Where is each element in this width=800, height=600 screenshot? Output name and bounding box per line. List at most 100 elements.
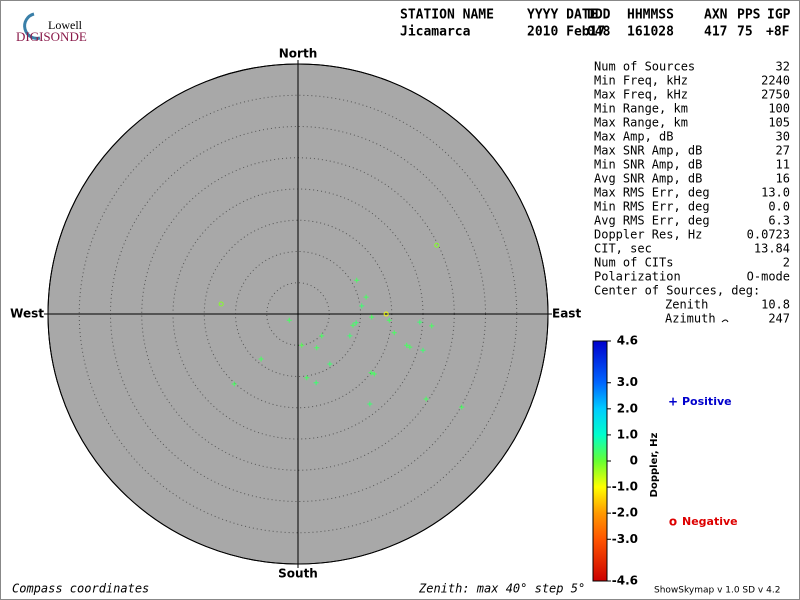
stat-value: 16 <box>776 172 790 186</box>
legend-label: Positive <box>682 395 732 408</box>
stat-label: Max Amp, dB <box>594 130 673 144</box>
stat-value: 27 <box>776 144 790 158</box>
source-point <box>420 347 426 353</box>
stat-label: Min RMS Err, deg <box>594 200 710 214</box>
center-title: Center of Sources, deg: <box>594 284 760 298</box>
stat-value: O-mode <box>747 270 790 284</box>
stat-label: Max Range, km <box>594 116 688 130</box>
stat-label: Avg SNR Amp, dB <box>594 172 702 186</box>
source-point <box>327 361 333 367</box>
source-point <box>299 342 305 348</box>
source-point <box>218 301 224 307</box>
source-point <box>347 333 353 339</box>
legend-symbol: + <box>668 395 678 409</box>
stat-label: Doppler Res, Hz <box>594 228 702 242</box>
source-point <box>391 330 397 336</box>
stat-label: Max SNR Amp, dB <box>594 144 702 158</box>
stat-label: Max RMS Err, deg <box>594 186 710 200</box>
source-point <box>383 311 389 317</box>
source-point <box>407 344 413 350</box>
source-point <box>371 371 377 377</box>
source-point <box>363 294 369 300</box>
header-value: 75 <box>737 25 753 40</box>
colorbar-tick-label: 1.0 <box>617 427 638 441</box>
stat-value: 100 <box>768 102 790 116</box>
colorbar <box>592 340 608 582</box>
stat-label: Min Range, km <box>594 102 688 116</box>
legend-symbol: o <box>669 515 677 529</box>
source-point <box>353 320 359 326</box>
stat-label: Min Freq, kHz <box>594 74 688 88</box>
stat-value: 0.0 <box>768 200 790 214</box>
azimuth-icon <box>721 319 729 323</box>
source-point <box>369 314 375 320</box>
header-value: 048 <box>587 25 611 40</box>
source-point <box>231 381 237 387</box>
stat-value: 2 <box>783 256 790 270</box>
stat-value: 105 <box>768 116 790 130</box>
stat-label: CIT, sec <box>594 242 652 256</box>
ring <box>434 242 440 248</box>
header-label: IGP <box>767 8 791 23</box>
stat-value: 0.0723 <box>747 228 790 242</box>
source-point <box>258 356 264 362</box>
source-point <box>304 375 310 381</box>
header-label: YYYY DATE <box>527 8 597 23</box>
header-value: Jicamarca <box>400 25 471 40</box>
footer-right: ShowSkymap v 1.0 SD v 4.2 <box>654 586 780 596</box>
source-point <box>429 323 435 329</box>
source-point <box>354 277 360 283</box>
source-point <box>368 370 374 376</box>
header-label: DDD <box>587 8 611 23</box>
colorbar-tick-label: 3.0 <box>617 375 638 389</box>
colorbar-tick-label: -3.0 <box>612 532 638 546</box>
center-value: 247 <box>768 312 790 326</box>
center-label: Azimuth <box>665 312 716 326</box>
colorbar-label: Doppler, Hz <box>649 433 660 498</box>
stat-value: 13.0 <box>761 186 790 200</box>
dir-north: North <box>279 47 317 61</box>
footer-middle: Zenith: max 40° step 5° <box>418 582 585 596</box>
dir-south: South <box>278 567 318 581</box>
stat-label: Max Freq, kHz <box>594 88 688 102</box>
colorbar-tick-label: -4.6 <box>612 574 638 588</box>
source-point <box>423 396 429 402</box>
stat-label: Num of CITs <box>594 256 673 270</box>
header-value: 2010 Feb17 <box>527 25 605 40</box>
source-point <box>417 319 423 325</box>
footer-left: Compass coordinates <box>12 582 149 596</box>
source-point <box>367 401 373 407</box>
stat-label: Num of Sources <box>594 60 695 74</box>
stat-value: 6.3 <box>768 214 790 228</box>
dir-east: East <box>552 307 581 321</box>
stat-value: 30 <box>776 130 790 144</box>
header-label: PPS <box>737 8 761 23</box>
stat-label: Polarization <box>594 270 681 284</box>
source-point <box>404 342 410 348</box>
dir-west: West <box>10 307 44 321</box>
stat-value: 2750 <box>761 88 790 102</box>
source-point <box>459 404 465 410</box>
colorbar-tick-label: -2.0 <box>612 506 638 520</box>
header-value: 161028 <box>627 25 674 40</box>
stat-value: 11 <box>776 158 790 172</box>
center-label: Zenith <box>665 298 708 312</box>
source-point <box>434 242 440 248</box>
header-label: AXN <box>704 8 728 23</box>
ring <box>383 311 389 317</box>
source-point <box>313 380 319 386</box>
stat-value: 13.84 <box>754 242 790 256</box>
header-label: STATION NAME <box>400 8 494 23</box>
colorbar-tick-label: -1.0 <box>612 480 638 494</box>
logo-top: Lowell <box>48 18 83 32</box>
logo-bottom: DIGISONDE <box>16 29 87 44</box>
colorbar-tick-label: 0 <box>630 454 638 468</box>
header-value: 417 <box>704 25 727 40</box>
source-point <box>359 303 365 309</box>
stat-value: 32 <box>776 60 790 74</box>
stat-label: Min SNR Amp, dB <box>594 158 702 172</box>
source-point <box>319 333 325 339</box>
source-point <box>386 317 392 323</box>
